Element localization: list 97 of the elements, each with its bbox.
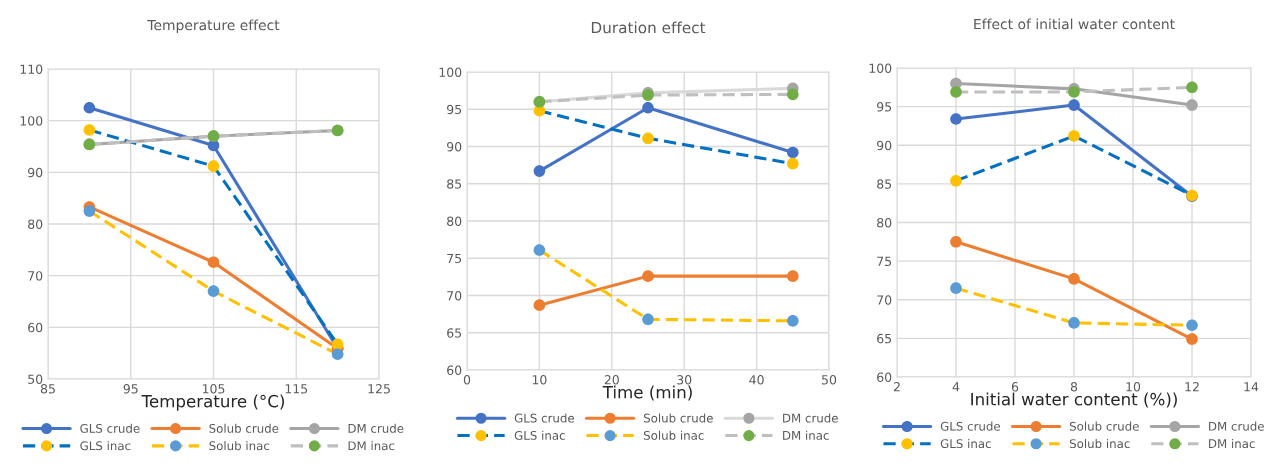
legend-label: DM inac — [783, 430, 829, 440]
legend-label: Solub crude — [209, 423, 279, 433]
x-tick-label: 2 — [893, 382, 900, 392]
legend-label: GLS crude — [940, 421, 1001, 431]
point — [1068, 317, 1080, 329]
legend-label: GLS crude — [80, 423, 140, 433]
point — [533, 244, 546, 256]
point — [786, 146, 799, 159]
y-tick-label: 70 — [877, 295, 892, 305]
point — [642, 313, 654, 326]
point — [950, 174, 962, 187]
chart-title: Temperature effect — [147, 19, 280, 33]
x-tick-label: 30 — [677, 375, 692, 385]
x-tick-label: 50 — [822, 375, 837, 385]
y-tick-label: 85 — [447, 179, 462, 189]
point — [950, 282, 962, 294]
x-axis-title: Initial water content (%)) — [971, 392, 1177, 408]
legend-label: GLS inac — [80, 441, 131, 451]
point — [950, 236, 962, 248]
point — [950, 113, 962, 125]
y-tick-label: 75 — [447, 253, 462, 264]
point — [642, 270, 654, 282]
x-tick-label: 8 — [1070, 382, 1078, 392]
x-tick-label: 105 — [202, 384, 225, 394]
point — [533, 299, 546, 311]
point — [533, 165, 546, 177]
point — [1068, 99, 1080, 111]
legend-label: DM inac — [348, 441, 395, 451]
x-tick-label: 6 — [1011, 382, 1019, 392]
y-tick-label: 95 — [877, 102, 892, 112]
y-tick-label: 80 — [28, 219, 43, 229]
y-tick-label: 60 — [447, 365, 462, 375]
point — [642, 101, 654, 114]
point — [1186, 81, 1198, 94]
point — [207, 285, 220, 297]
point — [1068, 130, 1080, 142]
x-tick-label: 40 — [749, 375, 764, 385]
point — [1186, 99, 1198, 111]
y-tick-label: 65 — [447, 328, 462, 338]
x-axis-title: Temperature (°C) — [141, 394, 284, 411]
legend-label: DM inac — [1209, 438, 1255, 449]
x-tick-label: 10 — [532, 375, 547, 385]
y-tick-label: 100 — [20, 116, 43, 126]
y-tick-label: 80 — [877, 217, 892, 228]
point — [786, 315, 799, 327]
point — [83, 205, 96, 217]
point — [1068, 273, 1080, 285]
x-tick-label: 20 — [604, 375, 619, 385]
point — [83, 124, 96, 136]
chart-title: Duration effect — [591, 21, 706, 34]
y-tick-label: 60 — [28, 322, 43, 333]
legend-label: Solub inac — [1069, 438, 1130, 449]
y-tick-label: 90 — [877, 140, 892, 151]
legend-label: GLS inac — [514, 430, 565, 440]
x-tick-label: 95 — [123, 384, 138, 394]
y-tick-label: 60 — [877, 372, 892, 382]
point — [786, 157, 799, 170]
point — [786, 88, 799, 101]
x-tick-label: 12 — [1185, 382, 1199, 392]
x-tick-label: 125 — [368, 384, 390, 394]
y-tick-label: 100 — [439, 67, 462, 77]
point — [83, 101, 96, 114]
y-tick-label: 70 — [447, 290, 462, 301]
y-tick-label: 100 — [869, 63, 892, 73]
legend-label: GLS crude — [514, 413, 575, 423]
legend-label: DM crude — [348, 423, 404, 433]
point — [1186, 333, 1198, 345]
point — [207, 160, 220, 172]
legend-label: DM crude — [1209, 421, 1264, 431]
y-tick-label: 85 — [877, 179, 892, 189]
x-tick-label: 10 — [1126, 382, 1141, 392]
y-tick-label: 110 — [20, 64, 43, 74]
x-tick-label: 14 — [1244, 382, 1259, 392]
x-tick-label: 4 — [952, 382, 960, 392]
y-tick-label: 95 — [447, 104, 462, 115]
x-tick-label: 85 — [40, 384, 55, 394]
y-tick-label: 70 — [28, 271, 43, 281]
legend-label: Solub crude — [643, 413, 713, 423]
legend-label: GLS inac — [940, 438, 991, 449]
point — [1186, 319, 1198, 332]
point — [207, 256, 220, 269]
legend-label: DM crude — [783, 413, 838, 423]
point — [950, 86, 962, 98]
legend-label: Solub inac — [643, 430, 704, 440]
x-tick-label: 115 — [285, 384, 308, 394]
chart-title: Effect of initial water content — [974, 18, 1175, 30]
point — [786, 270, 799, 282]
y-tick-label: 80 — [447, 216, 462, 226]
x-axis-title: Time (min) — [602, 385, 692, 401]
y-tick-label: 90 — [447, 141, 462, 152]
x-tick-label: 0 — [463, 375, 471, 385]
legend-label: Solub crude — [1069, 421, 1139, 431]
y-tick-label: 75 — [877, 256, 892, 267]
y-tick-label: 90 — [28, 167, 43, 178]
legend-label: Solub inac — [209, 441, 270, 451]
y-tick-label: 65 — [877, 333, 892, 344]
point — [642, 132, 654, 145]
